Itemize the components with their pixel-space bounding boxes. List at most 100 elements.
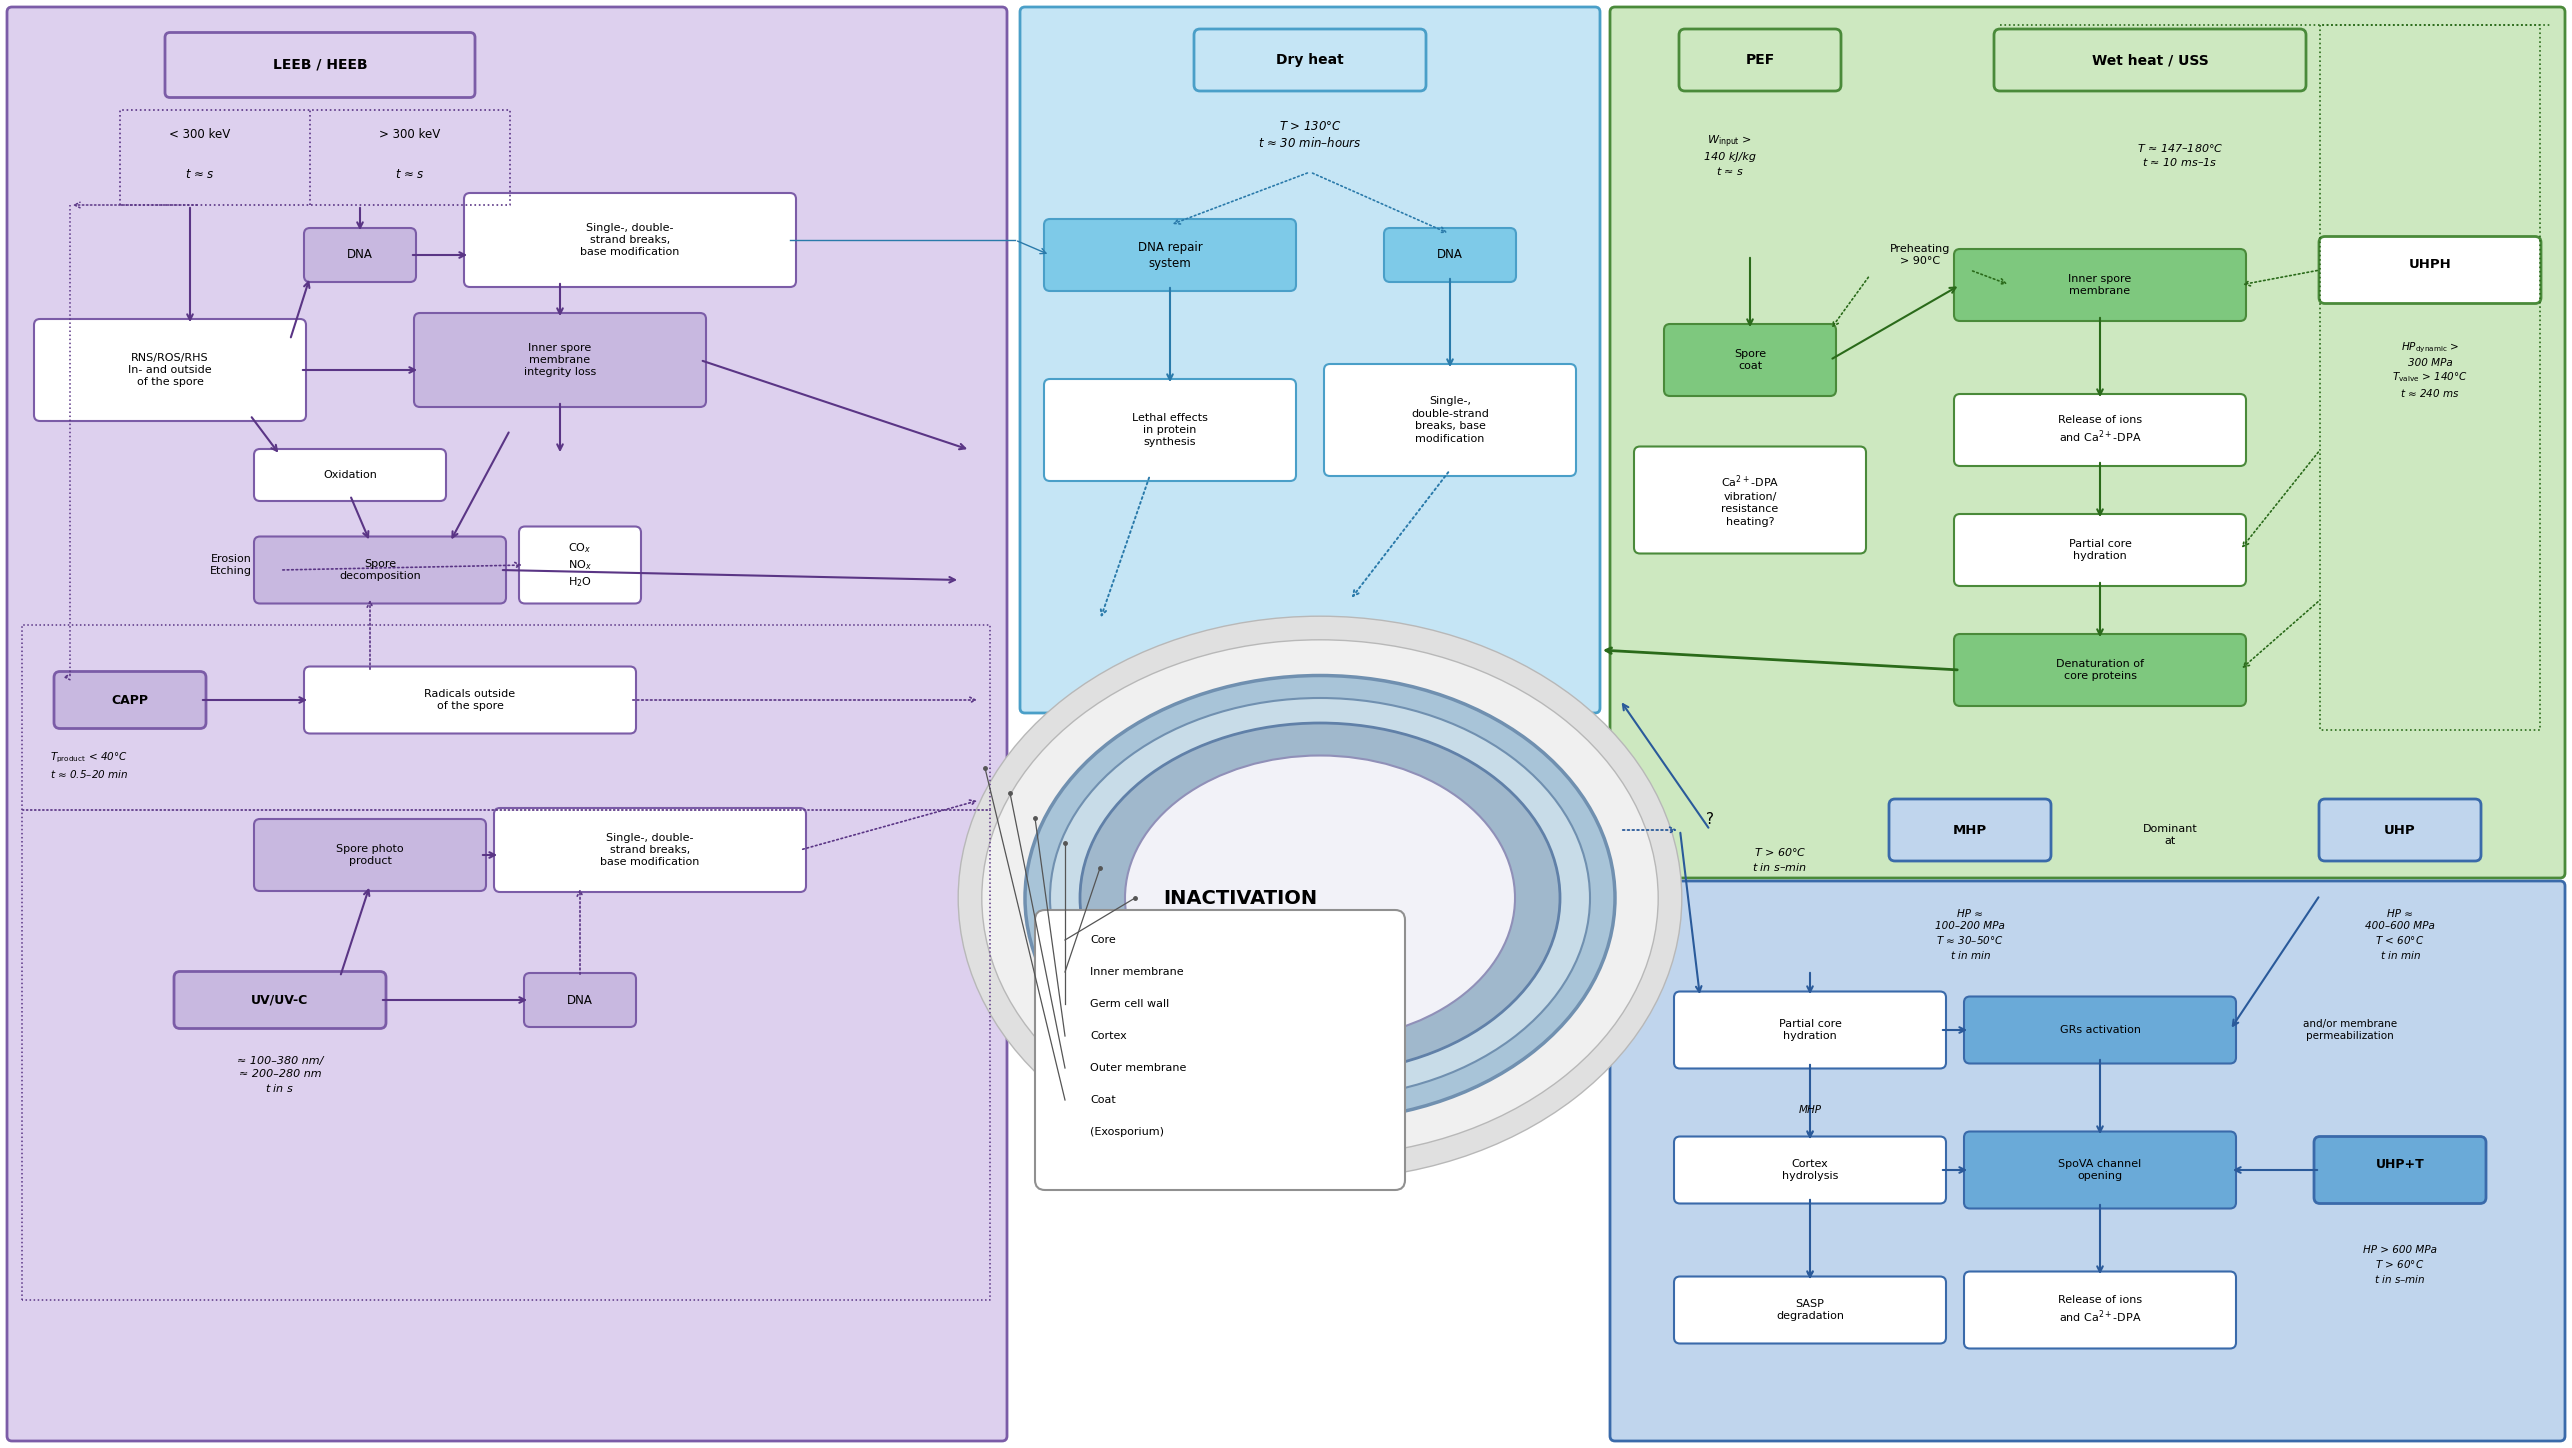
Ellipse shape [1080, 723, 1561, 1073]
Text: ?: ? [1705, 812, 1713, 827]
Text: Germ cell wall: Germ cell wall [1091, 999, 1170, 1009]
Ellipse shape [1124, 756, 1515, 1041]
FancyBboxPatch shape [1955, 394, 2245, 466]
FancyBboxPatch shape [1955, 634, 2245, 707]
FancyBboxPatch shape [1680, 29, 1842, 91]
Text: UHP: UHP [2384, 824, 2415, 837]
Text: SpoVA channel
opening: SpoVA channel opening [2058, 1158, 2142, 1182]
FancyBboxPatch shape [1674, 1137, 1947, 1203]
FancyBboxPatch shape [1021, 7, 1600, 712]
FancyBboxPatch shape [255, 449, 445, 501]
Text: Partial core
hydration: Partial core hydration [1780, 1019, 1842, 1041]
FancyBboxPatch shape [255, 537, 507, 604]
FancyBboxPatch shape [54, 672, 206, 728]
Text: Single-, double-
strand breaks,
base modification: Single-, double- strand breaks, base mod… [581, 223, 679, 258]
Ellipse shape [1026, 676, 1615, 1121]
Text: Release of ions
and Ca$^{2+}$-DPA: Release of ions and Ca$^{2+}$-DPA [2058, 414, 2142, 446]
Text: Spore photo
product: Spore photo product [337, 844, 404, 866]
Text: HP > 600 MPa
$T$ > 60°C
$t$ in s–min: HP > 600 MPa $T$ > 60°C $t$ in s–min [2364, 1245, 2438, 1284]
FancyBboxPatch shape [8, 7, 1008, 1441]
FancyBboxPatch shape [414, 313, 705, 407]
FancyBboxPatch shape [1034, 909, 1404, 1190]
Text: $T$ > 130°C
$t$ ≈ 30 min–hours: $T$ > 130°C $t$ ≈ 30 min–hours [1258, 120, 1361, 151]
Text: Wet heat / USS: Wet heat / USS [2091, 54, 2209, 67]
Text: UHP+T: UHP+T [2377, 1158, 2425, 1171]
Text: CAPP: CAPP [111, 694, 149, 707]
Text: DNA: DNA [347, 249, 373, 262]
FancyBboxPatch shape [1610, 880, 2564, 1441]
Text: (Exosporium): (Exosporium) [1091, 1127, 1165, 1137]
FancyBboxPatch shape [175, 972, 386, 1028]
Text: $T$ > 60°C
$t$ in s–min: $T$ > 60°C $t$ in s–min [1752, 847, 1808, 873]
FancyBboxPatch shape [1965, 1131, 2235, 1209]
Text: Erosion
Etching: Erosion Etching [211, 553, 252, 576]
Ellipse shape [1049, 698, 1589, 1098]
Text: Core: Core [1091, 935, 1116, 946]
Text: DNA: DNA [566, 993, 594, 1006]
FancyBboxPatch shape [1044, 219, 1296, 291]
Text: Inner membrane: Inner membrane [1091, 967, 1183, 977]
Text: UV/UV-C: UV/UV-C [252, 993, 309, 1006]
Text: HP$_{\rm dynamic}$ >
300 MPa
$T_{\rm valve}$ > 140°C
$t$ ≈ 240 ms: HP$_{\rm dynamic}$ > 300 MPa $T_{\rm val… [2392, 340, 2467, 400]
FancyBboxPatch shape [33, 319, 306, 421]
FancyBboxPatch shape [1384, 227, 1515, 282]
FancyBboxPatch shape [2315, 1137, 2487, 1203]
Text: DNA repair
system: DNA repair system [1137, 240, 1201, 269]
FancyBboxPatch shape [1955, 514, 2245, 586]
Text: Denaturation of
core proteins: Denaturation of core proteins [2055, 659, 2145, 681]
FancyBboxPatch shape [1993, 29, 2307, 91]
Text: Oxidation: Oxidation [324, 471, 378, 479]
Text: ≈ 100–380 nm/
≈ 200–280 nm
$t$ in s: ≈ 100–380 nm/ ≈ 200–280 nm $t$ in s [237, 1056, 324, 1093]
Text: MHP: MHP [1952, 824, 1988, 837]
Text: Cortex
hydrolysis: Cortex hydrolysis [1782, 1158, 1839, 1182]
FancyBboxPatch shape [1633, 446, 1867, 553]
Text: Partial core
hydration: Partial core hydration [2068, 539, 2132, 562]
FancyBboxPatch shape [303, 666, 635, 734]
FancyBboxPatch shape [1888, 799, 2050, 862]
Text: Single-, double-
strand breaks,
base modification: Single-, double- strand breaks, base mod… [599, 833, 700, 867]
FancyBboxPatch shape [2320, 236, 2541, 304]
Text: DNA: DNA [1438, 249, 1463, 262]
Text: Radicals outside
of the spore: Radicals outside of the spore [424, 689, 514, 711]
Text: Dominant
at: Dominant at [2142, 824, 2196, 846]
Text: < 300 keV: < 300 keV [170, 129, 231, 142]
Text: $t$ ≈ s: $t$ ≈ s [396, 168, 424, 181]
Text: Spore
coat: Spore coat [1734, 349, 1767, 371]
Text: > 300 keV: > 300 keV [381, 129, 440, 142]
FancyBboxPatch shape [525, 973, 635, 1027]
Text: INACTIVATION: INACTIVATION [1163, 889, 1317, 908]
Text: HP ≈
400–600 MPa
$T$ < 60°C
$t$ in min: HP ≈ 400–600 MPa $T$ < 60°C $t$ in min [2366, 909, 2436, 961]
Text: $T$ ≈ 147–180°C
$t$ ≈ 10 ms–1s: $T$ ≈ 147–180°C $t$ ≈ 10 ms–1s [2137, 142, 2222, 168]
FancyBboxPatch shape [303, 227, 417, 282]
FancyBboxPatch shape [165, 32, 476, 97]
Text: GRs activation: GRs activation [2060, 1025, 2140, 1035]
Text: RNS/ROS/RHS
In- and outside
of the spore: RNS/ROS/RHS In- and outside of the spore [129, 353, 211, 388]
FancyBboxPatch shape [1325, 363, 1577, 476]
FancyBboxPatch shape [1664, 324, 1836, 395]
Text: SASP
degradation: SASP degradation [1777, 1299, 1844, 1321]
Text: $t$ ≈ s: $t$ ≈ s [185, 168, 216, 181]
FancyBboxPatch shape [1674, 992, 1947, 1069]
FancyBboxPatch shape [1965, 1271, 2235, 1348]
Text: Inner spore
membrane
integrity loss: Inner spore membrane integrity loss [525, 343, 597, 378]
FancyBboxPatch shape [1965, 996, 2235, 1063]
FancyBboxPatch shape [494, 808, 805, 892]
FancyBboxPatch shape [2320, 799, 2482, 862]
Text: MHP: MHP [1798, 1105, 1821, 1115]
Text: $W_{\rm input}$ >
140 kJ/kg
$t$ ≈ s: $W_{\rm input}$ > 140 kJ/kg $t$ ≈ s [1705, 133, 1757, 177]
Text: Release of ions
and Ca$^{2+}$-DPA: Release of ions and Ca$^{2+}$-DPA [2058, 1295, 2142, 1325]
Text: Inner spore
membrane: Inner spore membrane [2068, 274, 2132, 297]
Text: Single-,
double-strand
breaks, base
modification: Single-, double-strand breaks, base modi… [1412, 397, 1489, 443]
Text: UHPH: UHPH [2407, 259, 2451, 272]
FancyBboxPatch shape [1955, 249, 2245, 321]
Text: HP ≈
100–200 MPa
$T$ ≈ 30–50°C
$t$ in min: HP ≈ 100–200 MPa $T$ ≈ 30–50°C $t$ in mi… [1934, 909, 2006, 961]
FancyBboxPatch shape [1193, 29, 1425, 91]
Text: CO$_x$
NO$_x$
H$_2$O: CO$_x$ NO$_x$ H$_2$O [568, 542, 592, 589]
Ellipse shape [959, 618, 1680, 1179]
Text: Lethal effects
in protein
synthesis: Lethal effects in protein synthesis [1132, 413, 1209, 447]
Text: Outer membrane: Outer membrane [1091, 1063, 1186, 1073]
Text: LEEB / HEEB: LEEB / HEEB [273, 58, 368, 72]
Text: $T_{\rm product}$ < 40°C
$t$ ≈ 0.5–20 min: $T_{\rm product}$ < 40°C $t$ ≈ 0.5–20 mi… [49, 750, 129, 779]
FancyBboxPatch shape [463, 193, 795, 287]
Text: Spore
decomposition: Spore decomposition [340, 559, 422, 581]
